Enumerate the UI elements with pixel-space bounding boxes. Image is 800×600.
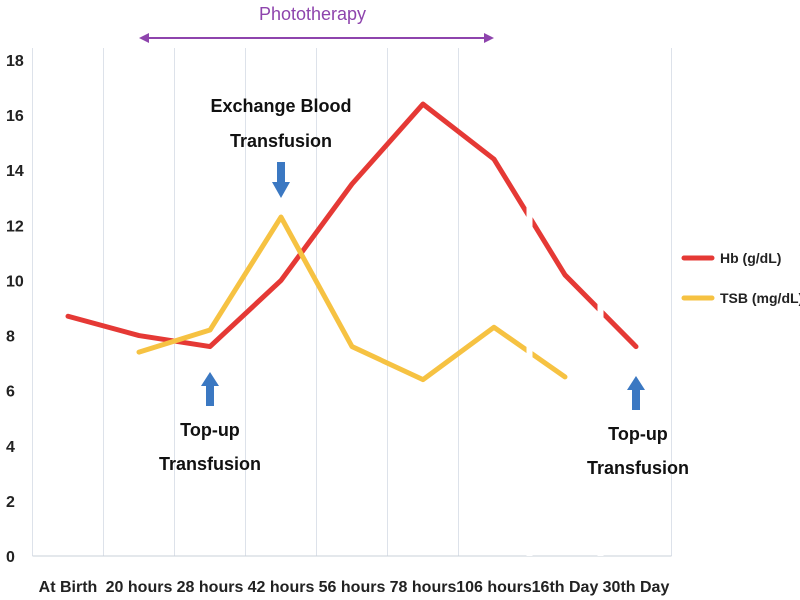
x-tick-label: 16th Day bbox=[532, 579, 599, 596]
up-arrow-icon bbox=[201, 372, 219, 406]
y-tick-label: 8 bbox=[6, 329, 15, 346]
section-break bbox=[597, 48, 604, 556]
data-point bbox=[563, 272, 567, 277]
series-line-1 bbox=[136, 214, 568, 383]
x-tick-label: 30th Day bbox=[603, 579, 670, 596]
section-break bbox=[526, 48, 533, 556]
x-tick-label: 28 hours bbox=[177, 579, 244, 596]
legend-label: TSB (mg/dL) bbox=[720, 290, 800, 306]
series-line-0 bbox=[65, 101, 639, 350]
x-tick-label: 20 hours bbox=[106, 579, 173, 596]
data-point bbox=[137, 350, 141, 355]
data-point bbox=[492, 325, 496, 330]
annotation-label: Top-up bbox=[608, 424, 668, 444]
data-point bbox=[350, 182, 354, 186]
phototherapy-arrowhead-left bbox=[139, 33, 149, 43]
data-point bbox=[421, 102, 425, 107]
data-point bbox=[279, 278, 283, 283]
y-tick-label: 12 bbox=[6, 218, 24, 235]
data-point bbox=[563, 374, 567, 379]
data-point bbox=[634, 344, 638, 349]
up-arrow-icon bbox=[627, 376, 645, 410]
annotation-label: Top-up bbox=[180, 420, 240, 440]
y-tick-label: 16 bbox=[6, 108, 24, 125]
data-point bbox=[66, 314, 70, 319]
y-tick-label: 10 bbox=[6, 273, 24, 290]
x-tick-label: At Birth bbox=[39, 579, 98, 596]
y-tick-label: 0 bbox=[6, 549, 15, 566]
x-tick-label: 42 hours bbox=[248, 579, 315, 596]
y-tick-label: 6 bbox=[6, 384, 15, 401]
legend-label: Hb (g/dL) bbox=[720, 250, 781, 266]
y-tick-label: 18 bbox=[6, 53, 24, 70]
data-point bbox=[279, 215, 283, 220]
data-point bbox=[492, 157, 496, 162]
data-point bbox=[208, 344, 212, 349]
y-tick-label: 14 bbox=[6, 163, 24, 180]
annotation-label: Transfusion bbox=[587, 458, 689, 478]
series-layer bbox=[65, 48, 639, 556]
annotation-layer: Phototherapy Exchange Blood Transfusion Top… bbox=[139, 4, 689, 478]
annotation-label: Exchange Blood bbox=[210, 96, 351, 116]
annotation-label: Transfusion bbox=[230, 131, 332, 151]
data-point bbox=[350, 344, 354, 349]
data-point bbox=[208, 328, 212, 333]
grid-layer bbox=[32, 48, 672, 557]
data-point bbox=[421, 377, 425, 382]
y-tick-label: 2 bbox=[6, 494, 15, 511]
x-tick-label: 106 hours bbox=[456, 579, 532, 596]
x-tick-label: 56 hours bbox=[319, 579, 386, 596]
phototherapy-label: Phototherapy bbox=[259, 4, 366, 24]
data-point bbox=[137, 333, 141, 338]
y-tick-label: 4 bbox=[6, 439, 15, 456]
x-tick-label: 78 hours bbox=[390, 579, 457, 596]
down-arrow-icon bbox=[272, 162, 290, 198]
annotation-label: Transfusion bbox=[159, 454, 261, 474]
phototherapy-arrowhead-right bbox=[484, 33, 494, 43]
axis-layer: 0 2 4 6 8 10 12 14 16 18 At Birth 20 hours 28 hours 4… bbox=[6, 53, 669, 596]
legend-layer: Hb (g/dL) TSB (mg/dL) bbox=[681, 250, 800, 306]
